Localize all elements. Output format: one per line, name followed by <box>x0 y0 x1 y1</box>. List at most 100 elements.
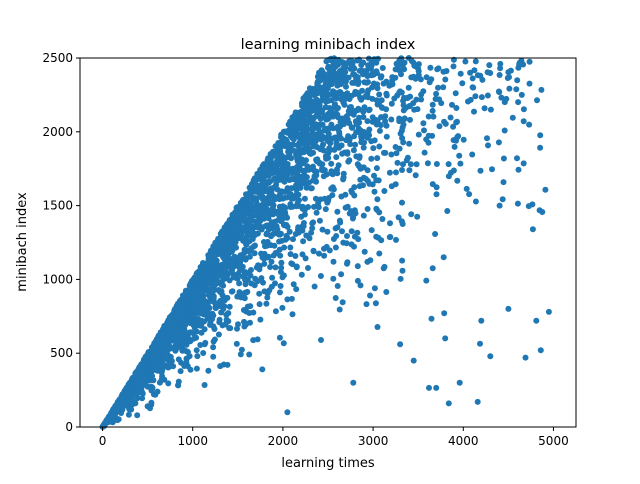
data-point <box>457 70 464 77</box>
data-point <box>440 84 447 91</box>
data-point <box>397 341 404 348</box>
data-point <box>242 205 249 212</box>
data-point <box>268 151 275 158</box>
data-point <box>351 72 358 79</box>
data-point <box>232 239 239 246</box>
data-point <box>350 214 357 220</box>
data-point <box>257 316 264 323</box>
data-point <box>281 222 288 229</box>
data-point <box>220 306 227 312</box>
data-point <box>241 246 248 253</box>
data-point <box>351 108 358 114</box>
data-point <box>289 122 296 129</box>
data-point <box>288 176 295 182</box>
data-point <box>407 161 414 168</box>
data-point <box>237 351 244 358</box>
data-point <box>333 233 340 239</box>
data-point <box>141 370 148 377</box>
data-point <box>226 303 233 310</box>
data-point <box>319 165 325 172</box>
data-point <box>496 202 503 209</box>
data-point <box>354 277 361 284</box>
data-point <box>406 140 413 147</box>
data-point <box>133 370 140 377</box>
data-point <box>487 353 494 360</box>
data-point <box>322 89 329 96</box>
data-point <box>424 160 431 167</box>
data-point <box>317 146 324 153</box>
data-point <box>341 63 348 70</box>
data-point <box>287 251 294 258</box>
data-point <box>318 67 325 74</box>
data-point <box>376 209 383 216</box>
data-point <box>445 161 452 168</box>
data-point <box>406 167 413 174</box>
data-point <box>484 135 490 142</box>
data-point <box>212 250 219 257</box>
data-point <box>289 203 296 210</box>
data-point <box>297 173 304 180</box>
data-point <box>357 130 364 137</box>
data-point <box>331 102 338 109</box>
data-point <box>278 259 285 266</box>
data-point <box>425 132 432 139</box>
data-point <box>287 191 294 197</box>
data-point <box>284 409 291 416</box>
data-point <box>306 179 312 186</box>
data-point <box>299 227 306 234</box>
data-point <box>350 147 357 154</box>
data-point <box>150 377 157 384</box>
data-point <box>284 169 291 176</box>
data-point <box>525 203 532 210</box>
data-point <box>371 188 378 195</box>
data-point <box>515 99 522 106</box>
data-point <box>245 232 252 239</box>
data-point <box>256 290 263 297</box>
data-point <box>393 236 399 243</box>
data-point <box>139 395 146 402</box>
data-point <box>392 74 399 81</box>
data-point <box>273 178 280 185</box>
data-point <box>447 114 454 121</box>
data-point <box>179 346 186 353</box>
data-point <box>333 154 340 161</box>
data-point <box>144 366 151 373</box>
data-point <box>352 141 359 148</box>
data-point <box>313 121 320 128</box>
data-point <box>264 294 271 301</box>
data-point <box>292 231 299 237</box>
data-point <box>260 279 266 286</box>
data-point <box>330 88 336 95</box>
data-point <box>534 97 540 104</box>
data-point <box>325 97 332 104</box>
data-point <box>172 331 179 338</box>
data-point <box>426 384 432 391</box>
data-point <box>247 218 254 225</box>
data-point <box>500 179 507 186</box>
data-point <box>246 351 253 358</box>
data-point <box>186 329 193 336</box>
data-point <box>399 267 406 274</box>
data-point <box>376 143 383 150</box>
data-point <box>442 76 449 83</box>
data-point <box>252 230 259 237</box>
data-point <box>144 403 151 410</box>
data-point <box>120 400 127 407</box>
data-point <box>454 177 461 184</box>
data-point <box>246 253 253 260</box>
data-point <box>267 264 274 270</box>
data-point <box>299 102 305 109</box>
data-point <box>186 312 193 319</box>
data-point <box>154 346 161 353</box>
x-tick-label: 1000 <box>177 434 208 448</box>
data-point <box>307 108 314 115</box>
data-point <box>233 244 239 251</box>
data-point <box>201 306 208 312</box>
data-point <box>175 378 182 385</box>
data-point <box>201 382 208 388</box>
data-point <box>469 151 476 158</box>
data-point <box>469 84 476 91</box>
data-point <box>251 250 258 257</box>
data-point <box>325 71 332 78</box>
data-point <box>375 55 381 62</box>
